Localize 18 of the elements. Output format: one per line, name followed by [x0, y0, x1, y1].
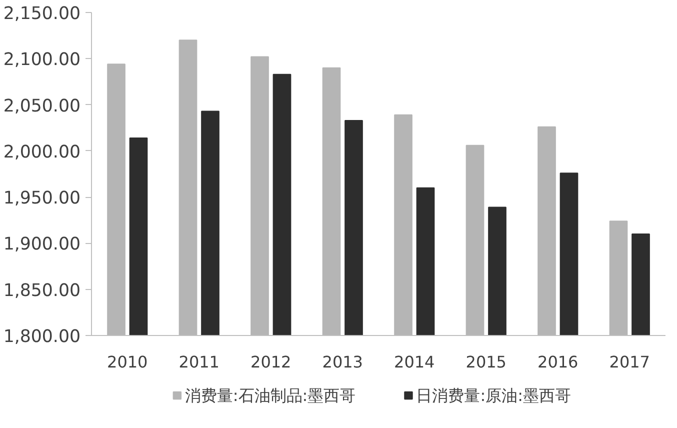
y-tick-label: 2,150.00	[3, 4, 81, 24]
legend-label: 消费量:石油制品:墨西哥	[184, 386, 356, 405]
x-tick-label: 2011	[178, 352, 220, 372]
y-tick-label: 1,850.00	[3, 280, 81, 301]
y-tick-label: 2,050.00	[3, 96, 81, 116]
x-tick-label: 2015	[466, 352, 506, 372]
y-tick-label: 1,800.00	[3, 327, 81, 347]
y-tick-label: 2,100.00	[3, 50, 81, 70]
x-tick-label: 2010	[107, 352, 148, 372]
y-tick-label: 1,900.00	[3, 234, 81, 255]
legend-label: 日消费量:原油:墨西哥	[416, 386, 571, 405]
x-tick-label: 2016	[538, 352, 578, 372]
x-tick-label: 2017	[609, 352, 650, 372]
x-tick-label: 2014	[394, 352, 435, 372]
y-tick-label: 2,000.00	[3, 142, 81, 162]
y-tick-label: 1,950.00	[3, 188, 81, 209]
x-tick-label: 2013	[322, 352, 363, 372]
x-tick-label: 2012	[250, 352, 292, 372]
